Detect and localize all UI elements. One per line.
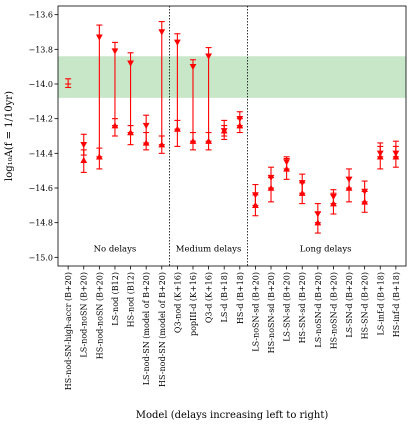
data-point-upper xyxy=(392,150,400,157)
y-tick-label: −14.4 xyxy=(28,149,53,158)
data-point-lower xyxy=(345,184,353,191)
data-point-lower xyxy=(127,129,134,136)
observed-band xyxy=(58,56,406,98)
x-tick-label: LS-nod (B12) xyxy=(111,272,120,326)
y-axis: −15.0 −14.8 −14.6 −14.4 −14.2 −14.0 −13.8 −13.6 xyxy=(28,11,58,262)
data-point-lower xyxy=(189,137,197,144)
data-point-upper xyxy=(283,159,291,166)
divider-layer xyxy=(169,6,249,266)
x-tick-label: Q3-d (K+16) xyxy=(205,272,214,323)
x-tick-label: LS-SN-d (B+20) xyxy=(345,272,354,338)
region-label: Long delays xyxy=(300,245,352,255)
region-label: Medium delays xyxy=(176,245,242,255)
data-point-upper xyxy=(80,141,88,149)
data-point-upper xyxy=(236,115,244,123)
data-point-upper xyxy=(376,150,384,157)
data-point-lower xyxy=(314,219,322,226)
data-point-upper xyxy=(267,174,275,181)
x-tick-label: LS-nod-noSN (B+20) xyxy=(80,272,89,358)
y-tick-label: −13.8 xyxy=(28,45,53,54)
data-point-upper xyxy=(205,53,212,60)
data-point-lower xyxy=(361,198,369,205)
region-label: No delays xyxy=(94,245,137,255)
y-tick-label: −14.2 xyxy=(28,115,53,124)
data-point-lower xyxy=(158,141,166,148)
data-point-lower xyxy=(80,156,88,163)
x-tick-label: LS-d (B+18) xyxy=(220,272,229,322)
x-tick-label: HS-nod-noSN (B+20) xyxy=(95,272,104,359)
x-tick-label: LS-inf-d (B+18) xyxy=(376,272,385,336)
data-point-lower xyxy=(330,200,337,207)
x-axis: HS-nod-SN-high-accr (B+20) LS-nod-noSN (B… xyxy=(64,266,401,390)
data-point-lower xyxy=(111,122,119,129)
x-tick-label: HS-noSN-d (B+20) xyxy=(329,272,338,349)
x-tick-label: LS-SN-sd (B+20) xyxy=(283,272,292,342)
point-group xyxy=(65,78,72,89)
x-tick-label: HS-inf-d (B+18) xyxy=(392,272,401,337)
x-tick-label: HS-noSN-sd (B+20) xyxy=(267,272,276,353)
data-point-lower xyxy=(205,137,212,144)
data-point-upper xyxy=(361,188,369,195)
x-tick-label: HS-nod-SN (model of B+20) xyxy=(158,272,167,387)
x-tick-label: Q3-nod (K+16) xyxy=(173,272,182,333)
y-axis-title: log₁₀A(f = 1/10yr) xyxy=(4,91,15,181)
data-point-upper xyxy=(95,34,103,41)
data-point-lower xyxy=(283,165,291,172)
x-tick-label: LS-nod-SN (model of B+20) xyxy=(142,272,151,385)
data-point-upper xyxy=(345,176,353,183)
x-axis-title: Model (delays increasing left to right) xyxy=(136,410,329,421)
y-tick-label: −15.0 xyxy=(28,253,53,262)
y-tick-label: −14.6 xyxy=(28,184,53,193)
data-point-upper xyxy=(111,48,119,55)
x-tick-label: HS-SN-d (B+20) xyxy=(361,272,370,339)
point-group-upper xyxy=(143,114,150,144)
series-layer xyxy=(65,21,400,234)
data-point-lower xyxy=(236,122,244,129)
data-point-lower xyxy=(173,125,181,132)
data-point-lower xyxy=(252,201,259,209)
data-point-lower xyxy=(95,153,103,160)
x-tick-label: HS-d (B+18) xyxy=(236,272,245,324)
data-point-upper xyxy=(330,193,337,201)
x-tick-label: LS-noSN-sd (B+20) xyxy=(251,272,260,352)
x-tick-label: LS-noSN-d (B+20) xyxy=(314,272,323,348)
data-point-upper xyxy=(252,192,259,199)
data-point-upper xyxy=(158,29,166,36)
y-tick-label: −13.6 xyxy=(28,11,53,20)
x-tick-label: popIII-d (K+16) xyxy=(189,272,198,336)
x-tick-label: HS-nod (B12) xyxy=(127,272,136,327)
data-point-upper xyxy=(189,63,197,71)
y-tick-label: −14.0 xyxy=(28,80,53,89)
x-tick-label: HS-SN-sd (B+20) xyxy=(298,272,307,343)
data-point-upper xyxy=(142,122,150,129)
data-point-upper xyxy=(127,60,134,67)
region-labels: No delays Medium delays Long delays xyxy=(94,245,352,255)
data-point-lower xyxy=(267,184,275,191)
data-point-lower xyxy=(142,139,150,146)
data-point-upper xyxy=(173,39,181,46)
plot-frame xyxy=(57,5,407,267)
data-point-upper xyxy=(314,211,322,218)
data-point-lower xyxy=(298,189,306,196)
band-layer xyxy=(58,56,406,98)
x-tick-label: HS-nod-SN-high-accr (B+20) xyxy=(64,272,73,390)
data-point-upper xyxy=(220,128,228,135)
data-point-upper xyxy=(298,180,306,187)
y-tick-label: −14.8 xyxy=(28,219,53,228)
